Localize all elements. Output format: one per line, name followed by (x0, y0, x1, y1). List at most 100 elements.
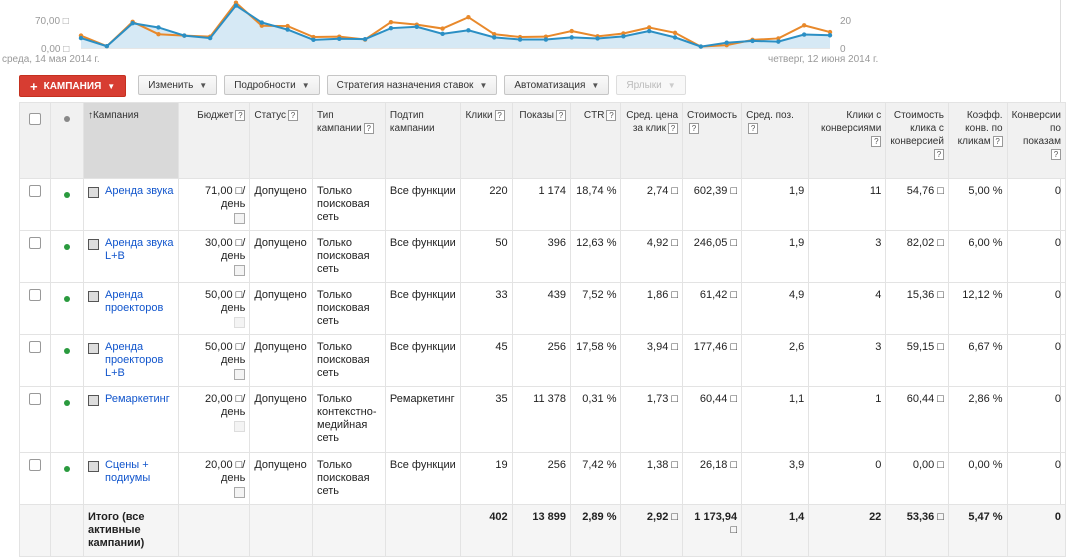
help-icon[interactable]: ? (235, 109, 246, 121)
help-icon[interactable]: ? (287, 109, 298, 121)
header-view-through[interactable]: Конверсии по показам? (1006, 102, 1066, 179)
cell-impressions-value: 256 (547, 459, 566, 471)
header-ctr-label: CTR (583, 110, 605, 121)
header-subtype-label: Подтип кампании (389, 110, 435, 134)
header-status-label: Статус (254, 110, 286, 121)
campaign-name-link[interactable]: Аренда проекторов L+B (104, 341, 164, 379)
help-icon[interactable]: ? (668, 122, 679, 134)
status-filter-dot-icon[interactable] (63, 116, 70, 122)
header-conv-rate[interactable]: Коэфф. конв. по кликам? (947, 102, 1008, 179)
campaign-name-link[interactable]: Аренда звука (104, 185, 174, 197)
orange-series-point (285, 23, 290, 29)
toolbar: + КАМПАНИЯ ▼ Изменить ▼ Подробности ▼ Ст… (19, 75, 686, 97)
row-status-cell (49, 334, 84, 387)
header-type[interactable]: Тип кампании? (312, 102, 386, 179)
cell-conv-rate-value: 0,00 % (968, 459, 1003, 471)
cell-avg-pos: 2,6 (741, 334, 810, 387)
cell-impressions: 396 (511, 230, 571, 283)
help-icon[interactable]: ? (363, 122, 374, 134)
help-icon[interactable]: ? (748, 122, 759, 134)
row-checkbox[interactable] (28, 393, 41, 405)
header-conv-clicks[interactable]: Клики с конверсиями? (808, 102, 887, 179)
chart-svg (78, 0, 833, 49)
campaign-type-icon (87, 395, 99, 406)
cell-view-through-value: 0 (1054, 289, 1061, 301)
bid-strategy-button[interactable]: Стратегия назначения ставок ▼ (326, 75, 498, 95)
y-right-tick-bottom: 0 (840, 44, 846, 55)
header-impressions[interactable]: Показы? (511, 102, 571, 179)
bid-strategy-label: Стратегия назначения ставок (336, 79, 474, 91)
header-campaign[interactable]: ↑Кампания (82, 102, 179, 179)
cell-avg-pos: 1,9 (741, 178, 810, 231)
blue-series-line (80, 4, 831, 48)
header-avg-cpc[interactable]: Сред. цена за клик? (620, 102, 684, 179)
campaign-name-link[interactable]: Сцены + подиумы (104, 459, 151, 484)
automation-button[interactable]: Автоматизация ▼ (504, 75, 610, 95)
cell-type-value: Только контекстно-медийная сеть (317, 393, 377, 444)
select-all-checkbox[interactable] (28, 113, 41, 125)
enabled-status-dot-icon[interactable] (63, 192, 70, 198)
enabled-status-dot-icon[interactable] (63, 400, 70, 406)
enabled-status-dot-icon[interactable] (63, 348, 70, 354)
campaign-name-link[interactable]: Аренда звука L+B (104, 237, 174, 262)
labels-button[interactable]: Ярлыки ▼ (616, 75, 686, 95)
orange-series-point (466, 15, 471, 20)
blue-series-point (750, 38, 755, 44)
edit-budget-icon[interactable] (234, 265, 246, 276)
cell-cost-value: 602,39 □ (693, 185, 738, 197)
row-checkbox[interactable] (28, 459, 41, 471)
cell-subtype-value: Все функции (389, 289, 456, 301)
details-button[interactable]: Подробности ▼ (224, 75, 320, 95)
row-checkbox[interactable] (28, 237, 41, 249)
cell-cost: 60,44 □ (682, 386, 743, 453)
header-status[interactable]: Статус? (249, 102, 314, 179)
cell-cost-per-conv-value: 54,76 □ (906, 185, 944, 197)
campaign-name-link[interactable]: Аренда проекторов (104, 289, 164, 314)
cell-conv-rate: 12,12 % (947, 282, 1008, 335)
row-checkbox[interactable] (28, 289, 41, 301)
cell-avg-cpc: 1,73 □ (620, 386, 684, 453)
help-icon[interactable]: ? (992, 135, 1003, 147)
edit-budget-icon[interactable] (234, 421, 246, 432)
row-checkbox-cell (19, 282, 51, 335)
header-clicks[interactable]: Клики? (460, 102, 513, 179)
header-avg-pos[interactable]: Сред. поз.? (741, 102, 810, 179)
campaign-name-link[interactable]: Ремаркетинг (104, 393, 170, 405)
add-campaign-button[interactable]: + КАМПАНИЯ ▼ (19, 75, 127, 97)
cell-avg-pos: 3,9 (741, 452, 810, 505)
row-checkbox-cell (19, 230, 51, 283)
enabled-status-dot-icon[interactable] (63, 244, 70, 250)
cell-avg-cpc-value: 1,73 □ (646, 393, 679, 405)
help-icon[interactable]: ? (933, 148, 944, 160)
row-status-cell (49, 282, 84, 335)
edit-budget-icon[interactable] (234, 213, 246, 224)
cell-subtype: Все функции (384, 452, 462, 505)
header-ctr[interactable]: CTR? (569, 102, 622, 179)
help-icon[interactable]: ? (606, 109, 617, 121)
edit-budget-icon[interactable] (234, 369, 246, 380)
orange-series-point (672, 30, 678, 35)
enabled-status-dot-icon[interactable] (63, 296, 70, 302)
cell-cost-per-conv: 60,44 □ (885, 386, 949, 453)
row-checkbox[interactable] (28, 185, 41, 197)
edit-button[interactable]: Изменить ▼ (138, 75, 218, 95)
enabled-status-dot-icon[interactable] (63, 466, 70, 472)
add-campaign-label: КАМПАНИЯ (43, 80, 102, 92)
header-cost[interactable]: Стоимость? (682, 102, 743, 179)
help-icon[interactable]: ? (1051, 148, 1061, 160)
help-icon[interactable]: ? (494, 109, 505, 121)
header-budget[interactable]: Бюджет? (177, 102, 251, 179)
help-icon[interactable]: ? (689, 122, 700, 134)
cell-clicks-value: 220 (489, 185, 508, 197)
header-cost-per-conv[interactable]: Стоимость клика с конверсией? (885, 102, 949, 179)
cell-avg-cpc-value: 1,38 □ (646, 459, 679, 471)
row-checkbox[interactable] (28, 341, 41, 353)
cell-conv-rate: 5,00 % (947, 178, 1008, 231)
edit-budget-icon[interactable] (234, 317, 246, 328)
total-avg-cpc: 2,92 □ (620, 504, 684, 557)
header-subtype[interactable]: Подтип кампании (384, 102, 462, 179)
help-icon[interactable]: ? (871, 135, 882, 147)
cell-impressions: 439 (511, 282, 571, 335)
help-icon[interactable]: ? (555, 109, 566, 121)
edit-budget-icon[interactable] (234, 487, 246, 498)
